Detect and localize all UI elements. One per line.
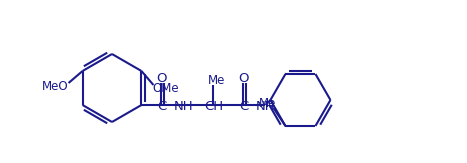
Text: Me: Me xyxy=(259,97,276,111)
Text: C: C xyxy=(157,100,166,113)
Text: O: O xyxy=(238,72,249,84)
Text: O: O xyxy=(156,72,167,84)
Text: OMe: OMe xyxy=(152,82,179,96)
Text: Me: Me xyxy=(208,74,225,88)
Text: NH: NH xyxy=(174,100,193,113)
Text: CH: CH xyxy=(204,100,223,113)
Text: MeO: MeO xyxy=(42,81,69,94)
Text: C: C xyxy=(239,100,248,113)
Text: NH: NH xyxy=(255,100,275,113)
